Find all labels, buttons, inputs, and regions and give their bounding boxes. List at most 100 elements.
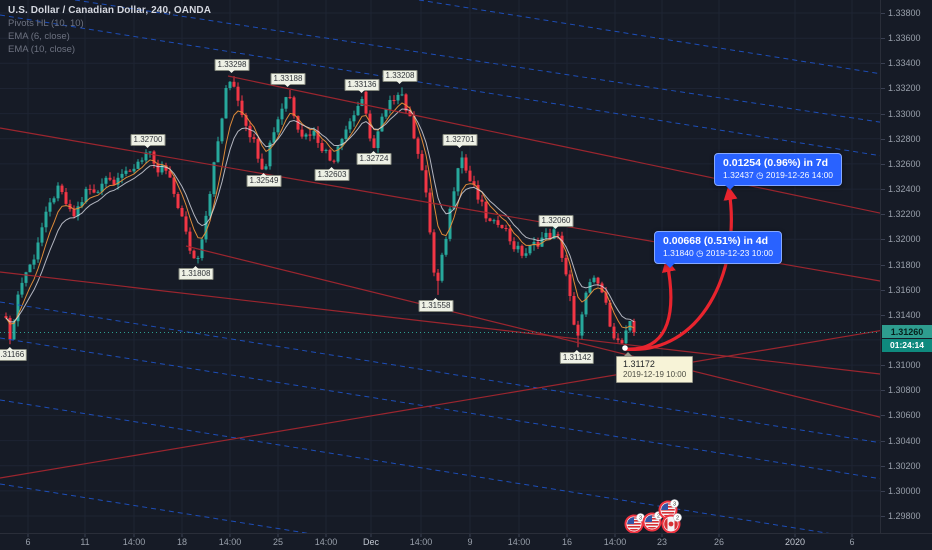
arrow-4d	[623, 257, 676, 351]
clock-icon: ◷	[696, 248, 704, 258]
dashed-trendline	[0, 301, 880, 444]
pivot-label: 1.31166	[0, 347, 28, 362]
tooltip-time: 2019-12-19 10:00	[623, 370, 687, 379]
pivot-label: 1.31558	[418, 297, 454, 312]
time-tick-label: 14:00	[603, 537, 627, 547]
time-tick-label: 14:00	[507, 537, 531, 547]
projection-target: 1.32437 ◷ 2019-12-26 14:00	[723, 170, 834, 180]
red-trendline	[227, 75, 880, 214]
time-tick-label: 6	[25, 537, 31, 547]
indicator-pivots-hl[interactable]: Pivots HL (10, 10)	[8, 18, 84, 29]
pivot-label: 1.32549	[246, 173, 282, 188]
badge-count: 3	[673, 502, 676, 508]
time-tick-label: 16	[561, 537, 573, 547]
arrow-7d	[623, 185, 738, 351]
time-axis[interactable]: 6 11 14:00 18 14:00 25 14:00 Dec 14:00 9 14:00 16 14…	[0, 533, 932, 550]
projection-callout-7d[interactable]: 0.01254 (0.96%) in 7d 1.32437 ◷ 2019-12-…	[714, 153, 843, 190]
arrow-origin-handle	[622, 345, 628, 351]
price-tick-label: 1.33200	[888, 83, 921, 94]
price-tick-label: 1.31400	[888, 309, 921, 320]
ema-lines	[5, 102, 635, 329]
bar-close-countdown: 01:24:14	[882, 338, 932, 352]
pivot-label: 1.32701	[442, 134, 478, 149]
red-trendline	[185, 245, 880, 418]
badge-count: 2	[676, 516, 679, 522]
price-axis[interactable]: 1.31260 01:24:14 1.33800 1.33600 1.33400 1.…	[880, 0, 932, 533]
price-tick-label: 1.32200	[888, 209, 921, 220]
idea-badge[interactable]: 2	[642, 511, 663, 532]
pivot-label: 1.33298	[214, 59, 250, 74]
pivot-label: 1.32060	[538, 214, 574, 229]
chart-legend: U.S. Dollar / Canadian Dollar, 240, OAND…	[8, 5, 211, 55]
price-tick-label: 1.30000	[888, 485, 921, 496]
time-tick-label: 11	[80, 537, 90, 547]
grid-lines	[0, 0, 880, 533]
time-tick-label: Dec	[362, 537, 380, 547]
time-tick-label: 2020	[784, 537, 806, 547]
price-tick-label: 1.32600	[888, 158, 921, 169]
clock-icon: ◷	[756, 170, 764, 180]
dashed-trendline	[418, 0, 880, 75]
pivot-label: 1.33188	[270, 72, 306, 87]
ema-10-line	[5, 108, 635, 323]
time-tick-label: 25	[272, 537, 284, 547]
price-tick-label: 1.32000	[888, 234, 921, 245]
price-tick-label: 1.30600	[888, 410, 921, 421]
time-tick-label: 14:00	[218, 537, 242, 547]
pivot-label: 1.33136	[344, 79, 380, 94]
ema-6-line	[5, 102, 635, 329]
red-trendline	[0, 330, 880, 479]
dashed-trendline	[0, 399, 830, 533]
badge-count: 2	[657, 514, 660, 520]
projection-target: 1.31840 ◷ 2019-12-23 10:00	[663, 248, 774, 258]
price-tick-label: 1.32400	[888, 184, 921, 195]
data-point-tooltip: 1.31172 2019-12-19 10:00	[616, 352, 694, 383]
pivot-label: 1.33208	[382, 70, 418, 85]
price-tick-label: 1.31800	[888, 259, 921, 270]
price-tick-label: 1.33600	[888, 33, 921, 44]
idea-badge[interactable]: 2	[661, 513, 682, 534]
current-price-label: 1.31260	[882, 325, 932, 339]
time-tick-label: 14:00	[314, 537, 338, 547]
price-tick-label: 1.31600	[888, 284, 921, 295]
price-tick-label: 1.30800	[888, 385, 921, 396]
price-tick-label: 1.30400	[888, 435, 921, 446]
projection-delta: 0.00668 (0.51%) in 4d	[663, 235, 769, 247]
indicator-ema-6[interactable]: EMA (6, close)	[8, 31, 70, 42]
price-tick-label: 1.31000	[888, 360, 921, 371]
pivot-label: 1.31808	[178, 266, 214, 281]
time-tick-label: 9	[467, 537, 473, 547]
indicator-ema-10[interactable]: EMA (10, close)	[8, 44, 76, 55]
idea-badges: 3 2 3 2	[624, 499, 682, 534]
price-tick-label: 1.30200	[888, 460, 921, 471]
time-tick-label: 26	[713, 537, 725, 547]
tooltip-price: 1.31172	[623, 359, 655, 369]
candles	[4, 76, 636, 348]
price-tick-label: 1.33800	[888, 8, 921, 18]
badge-count: 3	[639, 516, 642, 522]
projection-callout-4d[interactable]: 0.00668 (0.51%) in 4d 1.31840 ◷ 2019-12-…	[654, 231, 783, 268]
pivot-label: 1.32700	[130, 134, 166, 149]
pivot-label: 1.31142	[559, 350, 595, 365]
dashed-trendline	[0, 483, 310, 533]
time-tick-label: 18	[176, 537, 188, 547]
dashed-trendline	[0, 337, 880, 480]
idea-badge[interactable]: 3	[624, 513, 645, 534]
symbol-title[interactable]: U.S. Dollar / Canadian Dollar, 240, OAND…	[8, 5, 212, 16]
price-tick-label: 1.33400	[888, 58, 921, 69]
time-tick-label: 14:00	[122, 537, 146, 547]
dashed-trendline	[0, 14, 880, 157]
projection-delta: 0.01254 (0.96%) in 7d	[723, 157, 829, 169]
time-tick-label: 14:00	[409, 537, 433, 547]
pivot-label: 1.32603	[314, 166, 350, 181]
pivot-label: 1.32724	[356, 151, 392, 166]
price-tick-label: 1.33000	[888, 108, 921, 119]
price-tick-label: 1.29800	[888, 511, 921, 521]
price-tick-label: 1.32800	[888, 133, 921, 144]
projection-arrows	[622, 182, 738, 351]
dashed-trendline	[74, 0, 880, 123]
time-tick-label: 6	[849, 537, 855, 547]
